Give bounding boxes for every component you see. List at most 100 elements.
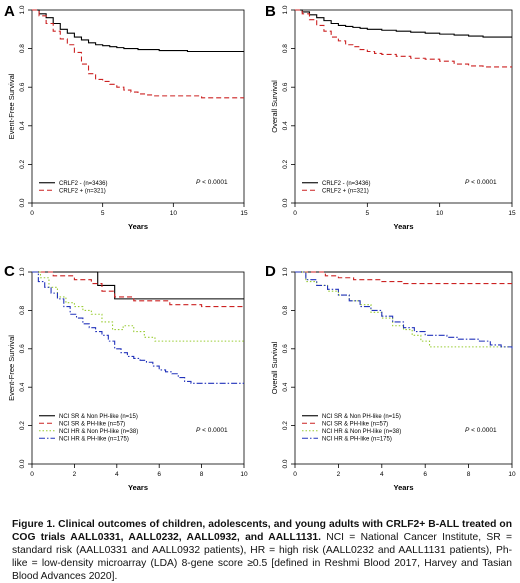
panel-label: C xyxy=(4,263,15,280)
x-axis-label: Years xyxy=(128,483,148,492)
figure-caption: Figure 1. Clinical outcomes of children,… xyxy=(12,518,512,583)
legend-label: NCI SR & Non PH-like (n=15) xyxy=(59,414,138,420)
p-value: P < 0.0001 xyxy=(196,179,228,186)
y-tick-label: 0.4 xyxy=(19,121,26,130)
legend-label: CRLF2 + (n=321) xyxy=(322,188,369,194)
panel-c: C 0 2 4 6 8 10 Years 0.0 0.2 0.4 0.6 0.8 1.0 Event-Fre… xyxy=(4,263,248,492)
x-tick-label: 10 xyxy=(170,210,178,217)
legend-label: NCI HR & Non PH-like (n=38) xyxy=(59,429,138,435)
plot-frame xyxy=(294,9,513,204)
x-tick-label: 2 xyxy=(337,471,341,478)
series-line xyxy=(295,9,512,38)
p-value-text: < 0.0001 xyxy=(200,427,228,434)
legend-label: NCI HR & Non PH-like (n=38) xyxy=(322,429,401,435)
x-tick-label: 10 xyxy=(240,471,248,478)
legend-label: NCI HR & PH-like (n=175) xyxy=(322,436,392,442)
panel-b: B 0 5 10 15 Years 0.0 0.2 0.4 0.6 0.8 1.0 Overall Su… xyxy=(265,3,516,231)
legend-label: CRLF2 - (n=3436) xyxy=(322,181,371,187)
series-line xyxy=(32,9,244,99)
x-tick-label: 10 xyxy=(508,471,516,478)
x-tick-label: 15 xyxy=(240,210,248,217)
y-tick-label: 0.4 xyxy=(19,382,26,391)
y-tick-label: 0.6 xyxy=(282,82,289,91)
series-line xyxy=(295,271,513,349)
panel-label: D xyxy=(265,263,276,280)
y-tick-label: 0.6 xyxy=(19,344,26,353)
y-tick-label: 1.0 xyxy=(282,267,289,276)
series-line xyxy=(295,9,512,68)
legend-label: CRLF2 - (n=3436) xyxy=(59,181,108,187)
legend-label: NCI SR & PH-like (n=57) xyxy=(59,421,125,427)
p-value: P < 0.0001 xyxy=(465,179,497,186)
y-tick-label: 1.0 xyxy=(19,5,26,14)
series-line xyxy=(32,271,244,384)
p-value: P < 0.0001 xyxy=(465,427,497,434)
legend-box xyxy=(37,410,207,443)
p-value-symbol: P xyxy=(465,427,470,434)
x-tick-label: 0 xyxy=(30,210,34,217)
x-tick-label: 6 xyxy=(423,471,427,478)
panel-d: D 0 2 4 6 8 10 Years 0.0 0.2 0.4 0.6 0.8 1.0 Overall S… xyxy=(265,263,516,492)
x-tick-label: 4 xyxy=(115,471,119,478)
y-tick-label: 0.4 xyxy=(282,121,289,130)
x-tick-label: 15 xyxy=(508,210,516,217)
legend-box xyxy=(300,177,450,195)
y-tick-label: 0.0 xyxy=(19,198,26,207)
y-axis-label: Event-Free Survival xyxy=(7,73,16,139)
p-value-symbol: P xyxy=(465,179,470,186)
legend-box xyxy=(300,410,470,443)
x-axis-label: Years xyxy=(393,483,413,492)
x-tick-label: 0 xyxy=(293,471,297,478)
y-tick-label: 0.4 xyxy=(282,382,289,391)
panel-a: A 0 5 10 15 Years 0.0 0.2 0.4 0.6 0.8 1.0 Event-Free… xyxy=(4,3,248,231)
p-value-text: < 0.0001 xyxy=(469,427,497,434)
legend-label: NCI SR & PH-like (n=57) xyxy=(322,421,388,427)
x-tick-label: 2 xyxy=(73,471,77,478)
p-value-text: < 0.0001 xyxy=(469,179,497,186)
x-tick-label: 4 xyxy=(380,471,384,478)
x-tick-label: 6 xyxy=(157,471,161,478)
legend-label: NCI HR & PH-like (n=175) xyxy=(59,436,129,442)
x-tick-label: 0 xyxy=(293,210,297,217)
y-axis-label: Overall Survival xyxy=(270,341,279,394)
legend-label: CRLF2 + (n=321) xyxy=(59,188,106,194)
y-tick-label: 0.0 xyxy=(282,459,289,468)
y-tick-label: 0.2 xyxy=(19,160,26,169)
survival-figure: A 0 5 10 15 Years 0.0 0.2 0.4 0.6 0.8 1.0 Event-Free… xyxy=(4,3,516,492)
x-tick-label: 8 xyxy=(467,471,471,478)
y-tick-label: 0.2 xyxy=(282,160,289,169)
panel-label: A xyxy=(4,3,15,20)
y-tick-label: 0.6 xyxy=(19,82,26,91)
y-tick-label: 1.0 xyxy=(282,5,289,14)
y-tick-label: 0.8 xyxy=(282,306,289,315)
panel-label: B xyxy=(265,3,276,20)
y-tick-label: 0.0 xyxy=(282,198,289,207)
y-tick-label: 0.8 xyxy=(19,44,26,53)
y-tick-label: 0.2 xyxy=(19,421,26,430)
legend-label: NCI SR & Non PH-like (n=15) xyxy=(322,414,401,420)
y-tick-label: 0.0 xyxy=(19,459,26,468)
x-tick-label: 10 xyxy=(436,210,444,217)
x-tick-label: 8 xyxy=(200,471,204,478)
y-tick-label: 0.8 xyxy=(19,306,26,315)
x-axis-label: Years xyxy=(393,222,413,231)
x-tick-label: 5 xyxy=(101,210,105,217)
y-tick-label: 0.2 xyxy=(282,421,289,430)
legend-box xyxy=(37,177,187,195)
y-tick-label: 1.0 xyxy=(19,267,26,276)
series-line xyxy=(295,271,512,285)
y-axis-label: Event-Free Survival xyxy=(7,335,16,401)
series-line xyxy=(32,271,244,300)
series-line xyxy=(32,9,244,53)
p-value-symbol: P xyxy=(196,427,201,434)
y-axis-label: Overall Survival xyxy=(270,80,279,133)
p-value-symbol: P xyxy=(196,179,201,186)
plot-frame xyxy=(31,271,245,465)
x-tick-label: 5 xyxy=(366,210,370,217)
p-value-text: < 0.0001 xyxy=(200,179,228,186)
x-axis-label: Years xyxy=(128,222,148,231)
series-line xyxy=(295,271,512,348)
caption-bold: Figure 1. Clinical outcomes of children,… xyxy=(12,519,512,543)
series-line xyxy=(32,271,244,308)
plot-frame xyxy=(31,9,245,204)
